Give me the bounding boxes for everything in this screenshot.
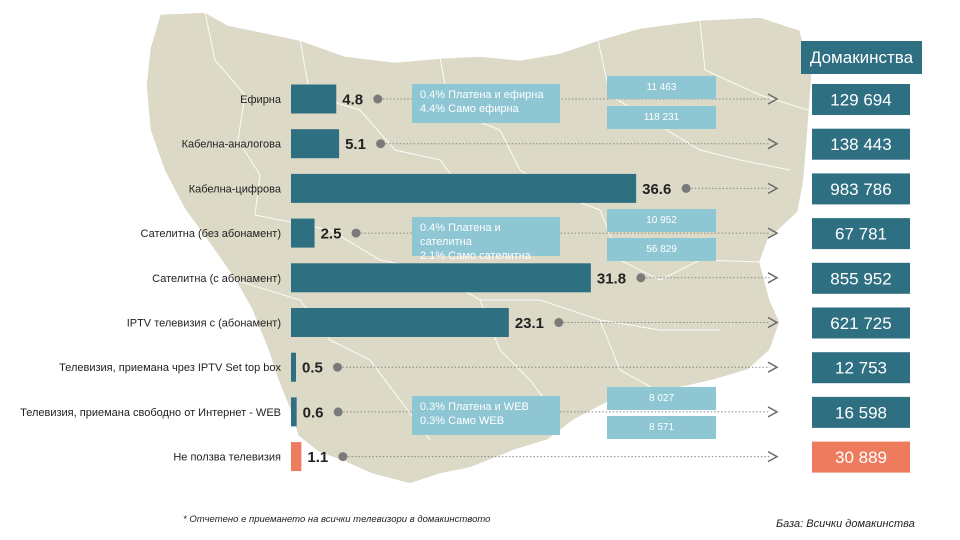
value-label: 0.5 bbox=[302, 360, 323, 377]
value-label: 1.1 bbox=[307, 449, 328, 466]
bar bbox=[291, 84, 337, 114]
household-box bbox=[812, 307, 910, 339]
category-label: Телевизия, приемана свободно от Интернет… bbox=[20, 407, 281, 419]
arrow-head bbox=[767, 316, 779, 329]
household-box bbox=[812, 173, 910, 205]
bar bbox=[291, 352, 296, 382]
info-line-only-web: 0.3% Само WEB bbox=[420, 415, 505, 427]
households-header: Домакинства bbox=[801, 41, 922, 74]
arrow-head bbox=[767, 406, 779, 418]
bar bbox=[291, 397, 297, 427]
connector-dot bbox=[376, 139, 386, 149]
household-count: 983 786 bbox=[830, 180, 891, 199]
connector-dot bbox=[338, 452, 348, 462]
household-box bbox=[812, 441, 910, 473]
arrow-head bbox=[767, 227, 779, 239]
bar bbox=[291, 263, 591, 293]
bar bbox=[291, 308, 509, 337]
count-box-only-web: 8 571 bbox=[607, 416, 716, 439]
household-box bbox=[812, 352, 910, 384]
arrow-head bbox=[767, 138, 779, 150]
connector-dot bbox=[333, 362, 342, 372]
count-box-only-satellite: 56 829 bbox=[607, 238, 716, 261]
household-box bbox=[812, 84, 910, 115]
value-label: 31.8 bbox=[597, 270, 626, 287]
bar bbox=[291, 442, 302, 472]
connector-dot bbox=[351, 228, 361, 238]
info-line-paid-satellite: 0.4% Платена и сателитна bbox=[420, 222, 501, 248]
footnote: * Отчетено е приемането на всички телеви… bbox=[183, 514, 491, 525]
info-line-paid-terrestrial: 0.4% Платена и ефирна bbox=[420, 89, 544, 101]
value-label: 36.6 bbox=[642, 181, 671, 198]
household-count: 30 889 bbox=[835, 448, 887, 467]
value-label: 0.6 bbox=[303, 404, 324, 421]
arrow-head bbox=[767, 93, 779, 105]
info-line-only-terrestrial: 4.4% Само ефирна bbox=[420, 103, 519, 115]
household-box bbox=[812, 396, 910, 428]
base-note: База: Всички домакинства bbox=[776, 518, 915, 530]
category-label: Сателитна (с абонамент) bbox=[152, 273, 281, 285]
value-label: 5.1 bbox=[345, 136, 366, 153]
connector-dot bbox=[681, 183, 691, 193]
bar bbox=[291, 218, 315, 248]
info-box-terrestrial: 0.4% Платена и ефирна 4.4% Само ефирна bbox=[412, 84, 560, 123]
info-box-web: 0.3% Платена и WEB 0.3% Само WEB bbox=[412, 396, 560, 435]
household-count: 67 781 bbox=[835, 225, 887, 244]
household-count: 12 753 bbox=[835, 359, 887, 378]
household-box bbox=[812, 218, 910, 250]
count-box-paid-web: 8 027 bbox=[607, 387, 716, 410]
bar bbox=[291, 173, 637, 203]
category-label: Не ползва телевизия bbox=[173, 452, 281, 464]
count-box-paid-satellite: 10 952 bbox=[607, 209, 716, 232]
category-label: Телевизия, приемана чрез IPTV Set top bo… bbox=[59, 362, 281, 374]
info-box-satellite: 0.4% Платена и сателитна 2.1% Само сател… bbox=[412, 217, 560, 262]
household-count: 621 725 bbox=[830, 314, 891, 333]
category-label: Ефирна bbox=[240, 94, 282, 106]
value-label: 23.1 bbox=[515, 315, 544, 332]
household-count: 16 598 bbox=[835, 403, 887, 422]
value-label: 2.5 bbox=[321, 226, 342, 243]
connector-dot bbox=[554, 318, 564, 327]
connector-dot bbox=[636, 273, 646, 283]
household-count: 855 952 bbox=[830, 269, 891, 288]
connector-dot bbox=[333, 407, 343, 417]
household-box bbox=[812, 262, 910, 294]
category-label: Кабелна-цифрова bbox=[189, 183, 282, 195]
count-box-only-terrestrial: 118 231 bbox=[607, 106, 716, 129]
info-line-only-satellite: 2.1% Само сателитна bbox=[420, 250, 531, 262]
household-count: 129 694 bbox=[830, 91, 891, 110]
category-label: Сателитна (без абонамент) bbox=[141, 228, 281, 240]
household-count: 138 443 bbox=[830, 135, 891, 154]
count-box-paid-terrestrial: 11 463 bbox=[607, 76, 716, 99]
arrow-head bbox=[767, 450, 779, 463]
category-label: Кабелна-аналогова bbox=[182, 139, 282, 151]
arrow-head bbox=[767, 272, 779, 284]
household-box bbox=[812, 128, 910, 160]
value-label: 4.8 bbox=[342, 92, 363, 109]
arrow-head bbox=[767, 361, 779, 373]
arrow-head bbox=[767, 182, 779, 195]
bar bbox=[291, 129, 340, 159]
category-label: IPTV телевизия с (абонамент) bbox=[127, 318, 281, 330]
connector-dot bbox=[373, 94, 383, 104]
info-line-paid-web: 0.3% Платена и WEB bbox=[420, 401, 529, 413]
